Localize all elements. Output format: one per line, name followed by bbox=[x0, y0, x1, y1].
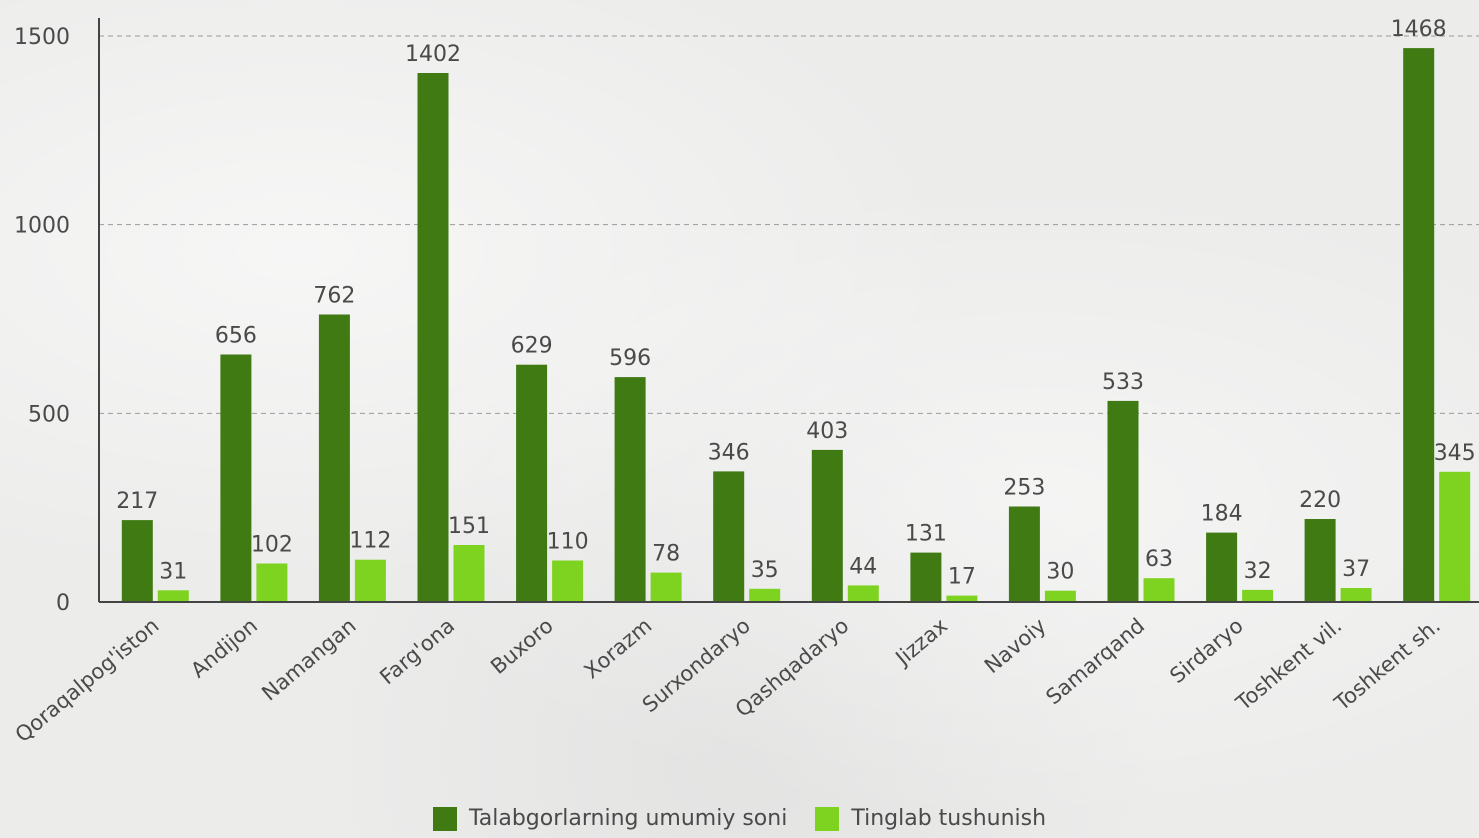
data-label: 63 bbox=[1145, 547, 1173, 572]
bar-total[interactable] bbox=[1008, 506, 1040, 603]
data-label: 44 bbox=[849, 554, 877, 579]
legend-label-listening: Tinglab tushunish bbox=[851, 806, 1047, 831]
bar-listening[interactable] bbox=[1242, 589, 1274, 602]
bars bbox=[121, 48, 1471, 603]
bar-listening[interactable] bbox=[847, 585, 879, 602]
bar-total[interactable] bbox=[220, 354, 252, 603]
data-label: 345 bbox=[1434, 441, 1476, 466]
bar-listening[interactable] bbox=[256, 563, 288, 603]
data-label: 217 bbox=[116, 489, 158, 514]
bar-total[interactable] bbox=[1403, 48, 1435, 603]
bar-listening[interactable] bbox=[1044, 590, 1076, 602]
legend-swatch-listening bbox=[815, 806, 840, 831]
y-tick-label: 1000 bbox=[14, 214, 70, 239]
bar-listening[interactable] bbox=[1439, 471, 1471, 602]
bar-total[interactable] bbox=[417, 73, 449, 602]
x-tick-label: Farg'ona bbox=[375, 613, 459, 689]
bar-listening[interactable] bbox=[453, 545, 485, 602]
x-tick-label: Toshkent vil. bbox=[1231, 613, 1347, 715]
x-tick-label: Navoiy bbox=[980, 613, 1051, 678]
data-label: 403 bbox=[806, 419, 848, 444]
y-axis-ticks: 0 500 1000 1500 bbox=[14, 25, 70, 616]
data-label: 656 bbox=[215, 324, 257, 349]
bar-total[interactable] bbox=[811, 449, 843, 602]
x-tick-label: Andijon bbox=[186, 613, 262, 682]
y-tick-label: 1500 bbox=[14, 25, 70, 50]
data-label: 184 bbox=[1201, 502, 1243, 527]
bar-total[interactable] bbox=[516, 364, 548, 602]
data-label: 131 bbox=[905, 522, 947, 547]
bar-chart: 0 500 1000 1500 217 31 656 102 762 112 1402 151 629… bbox=[11, 17, 1479, 747]
bar-listening[interactable] bbox=[157, 590, 189, 602]
bar-listening[interactable] bbox=[749, 588, 781, 602]
data-label: 346 bbox=[708, 440, 750, 465]
data-label: 1468 bbox=[1391, 17, 1447, 42]
gridlines bbox=[99, 35, 1479, 414]
data-label: 110 bbox=[547, 530, 589, 555]
data-label: 629 bbox=[511, 334, 553, 359]
data-labels: 217 31 656 102 762 112 1402 151 629 110 596 78 346 35… bbox=[116, 17, 1476, 590]
bar-listening[interactable] bbox=[1340, 588, 1372, 602]
legend: Talabgorlarning umumiy soni Tinglab tush… bbox=[0, 806, 1479, 831]
legend-item-listening[interactable]: Tinglab tushunish bbox=[815, 806, 1046, 831]
legend-swatch-total bbox=[432, 806, 457, 831]
x-tick-label: Samarqand bbox=[1041, 613, 1149, 709]
bar-total[interactable] bbox=[318, 314, 350, 603]
legend-label-total: Talabgorlarning umumiy soni bbox=[468, 806, 788, 831]
data-label: 102 bbox=[251, 533, 293, 558]
bar-listening[interactable] bbox=[946, 595, 978, 602]
data-label: 78 bbox=[652, 542, 680, 567]
bar-listening[interactable] bbox=[1143, 578, 1175, 602]
data-label: 253 bbox=[1003, 476, 1045, 501]
bar-total[interactable] bbox=[1304, 519, 1336, 602]
data-label: 533 bbox=[1102, 370, 1144, 395]
x-tick-label: Buxoro bbox=[486, 613, 558, 679]
data-label: 32 bbox=[1244, 559, 1272, 584]
data-label: 30 bbox=[1046, 560, 1074, 585]
data-label: 596 bbox=[609, 346, 651, 371]
x-tick-label: Sirdaryo bbox=[1165, 613, 1247, 688]
bar-total[interactable] bbox=[614, 377, 646, 602]
data-label: 37 bbox=[1342, 557, 1370, 582]
data-label: 220 bbox=[1299, 488, 1341, 513]
bar-total[interactable] bbox=[1107, 400, 1139, 602]
data-label: 31 bbox=[159, 559, 187, 584]
bar-listening[interactable] bbox=[552, 560, 584, 603]
y-tick-label: 500 bbox=[28, 402, 70, 427]
legend-item-total[interactable]: Talabgorlarning umumiy soni bbox=[432, 806, 788, 831]
bar-total[interactable] bbox=[713, 471, 745, 602]
data-label: 1402 bbox=[405, 42, 461, 67]
bar-total[interactable] bbox=[910, 552, 942, 602]
x-tick-label: Qoraqalpog'iston bbox=[11, 613, 164, 747]
data-label: 151 bbox=[448, 514, 490, 539]
data-label: 112 bbox=[349, 529, 391, 554]
x-tick-label: Namangan bbox=[257, 613, 360, 705]
x-tick-label: Xorazm bbox=[579, 613, 656, 683]
x-tick-label: Jizzax bbox=[890, 613, 952, 671]
x-tick-label: Toshkent sh. bbox=[1329, 613, 1445, 715]
bar-listening[interactable] bbox=[354, 559, 386, 602]
data-label: 762 bbox=[313, 284, 355, 309]
y-tick-label: 0 bbox=[56, 591, 70, 616]
data-label: 35 bbox=[751, 558, 779, 583]
bar-total[interactable] bbox=[121, 520, 153, 602]
bar-listening[interactable] bbox=[650, 572, 682, 602]
data-label: 17 bbox=[948, 565, 976, 590]
bar-total[interactable] bbox=[1206, 532, 1238, 602]
